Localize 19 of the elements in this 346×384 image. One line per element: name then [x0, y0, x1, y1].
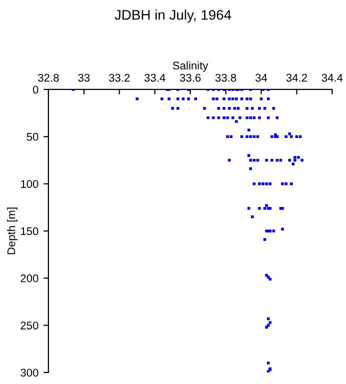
y-tick-label: 150: [21, 227, 38, 236]
y-tick-label: 200: [20, 274, 38, 282]
x-tick-label: 33: [78, 74, 90, 82]
y-tick-label: 300: [20, 368, 38, 377]
x-tick-label: 33.8: [215, 74, 236, 82]
x-tick-label: 34.4: [322, 74, 343, 82]
y-tick-label: 0: [32, 86, 38, 94]
chart-title: JDBH in July, 1964: [114, 10, 232, 23]
y-tick-label: 100: [21, 180, 38, 188]
y-axis-title: Depth [m]: [7, 208, 18, 254]
x-tick-label: 33.6: [180, 74, 201, 82]
y-tick-label: 50: [26, 132, 38, 141]
x-tick-label: 32.8: [38, 74, 59, 82]
x-tick-label: 34.2: [286, 74, 307, 82]
x-tick-label: 33.4: [144, 74, 166, 82]
x-axis-title: Salinity: [172, 61, 208, 72]
x-tick-label: 33.2: [108, 74, 130, 82]
y-tick-label: 250: [20, 322, 38, 330]
x-tick-label: 34: [255, 74, 268, 82]
